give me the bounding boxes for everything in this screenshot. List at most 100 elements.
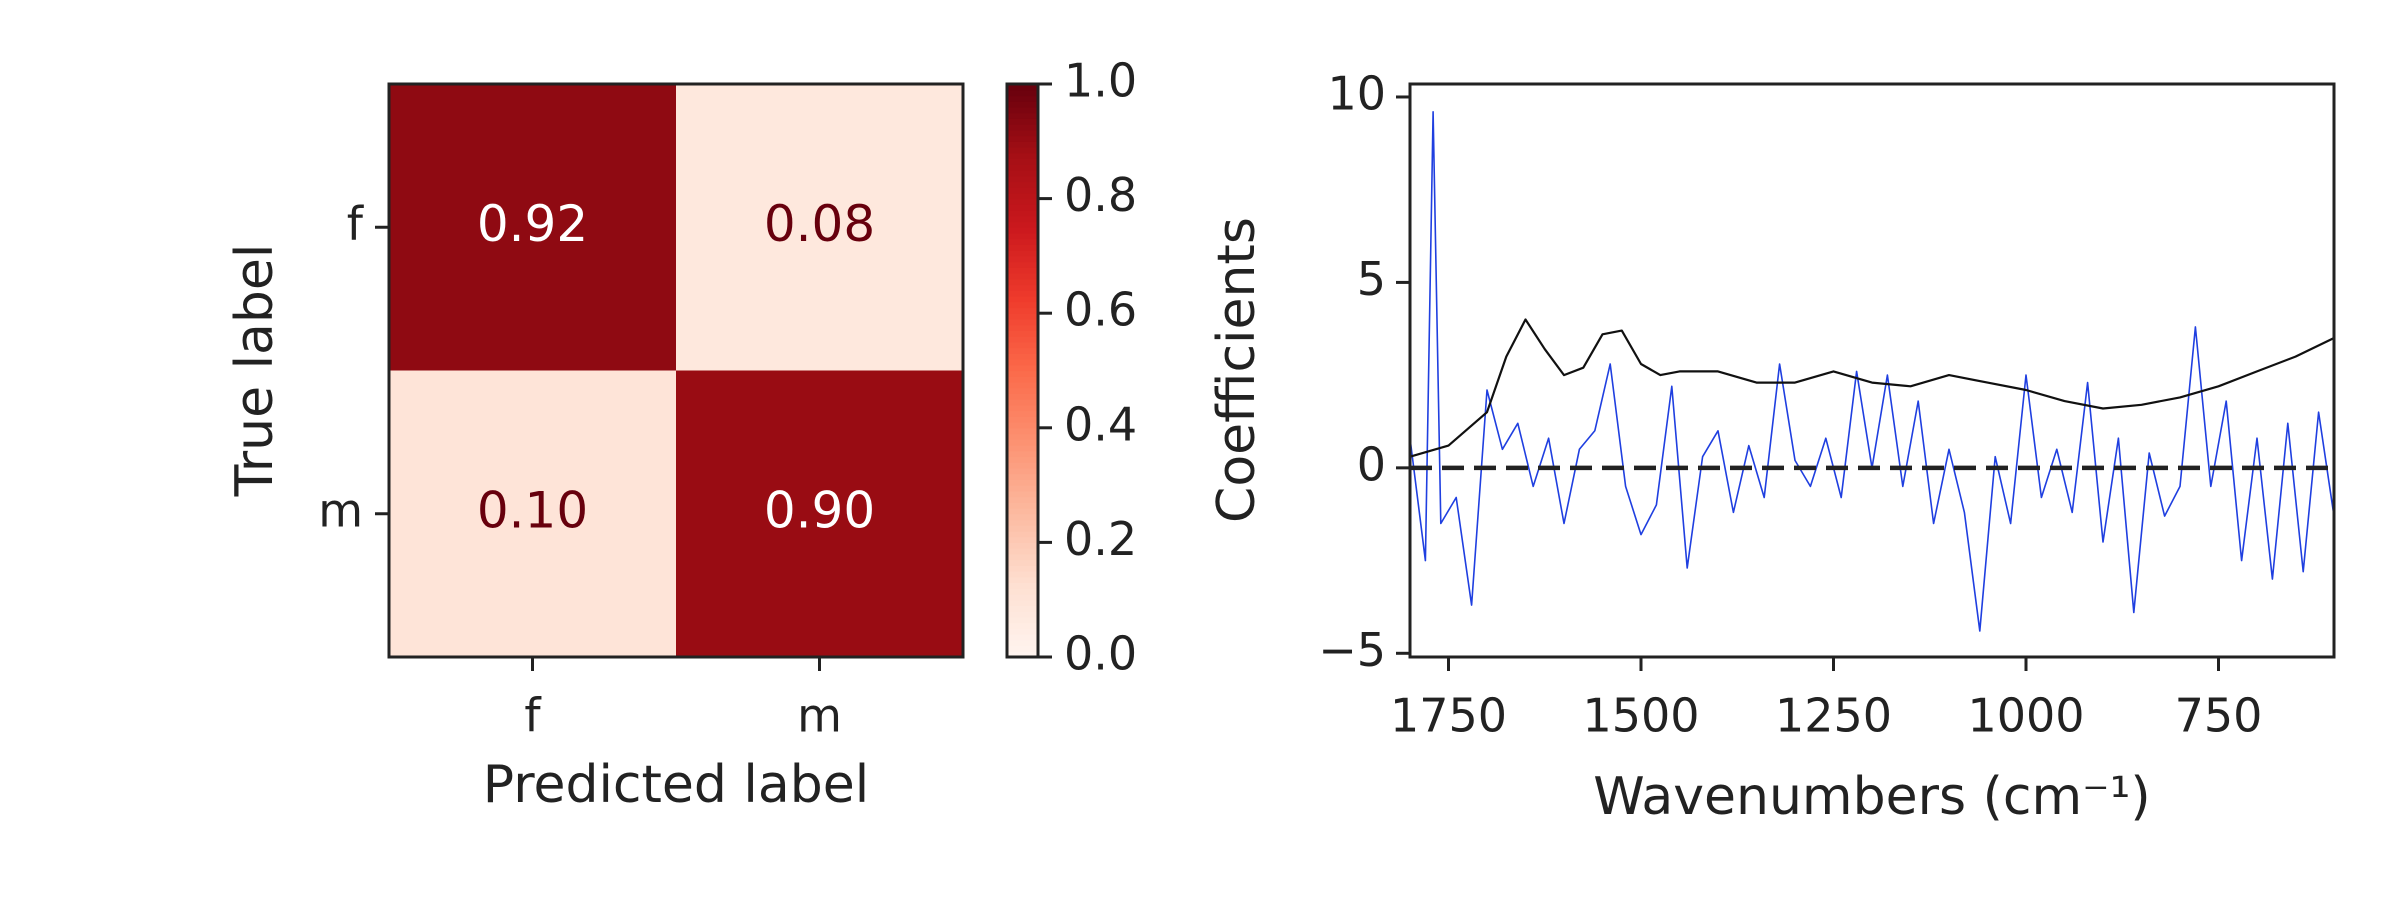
colorbar-step — [1007, 422, 1038, 429]
colorbar-step — [1007, 404, 1038, 412]
x-tick-label: m — [797, 689, 842, 743]
colorbar-step — [1007, 553, 1038, 561]
colorbar-step — [1007, 416, 1038, 423]
x-axis-label: Wavenumbers (cm⁻¹) — [1593, 767, 2150, 827]
colorbar-step — [1007, 204, 1038, 211]
x-axis-label: Predicted label — [483, 755, 869, 815]
colorbar-step — [1007, 135, 1038, 142]
colorbar-step — [1007, 639, 1038, 647]
colorbar-step — [1007, 158, 1038, 165]
colorbar-step — [1007, 181, 1038, 188]
colorbar-step — [1007, 307, 1038, 314]
colorbar-step — [1007, 341, 1038, 349]
colorbar-tick-label: 0.8 — [1064, 168, 1137, 222]
colorbar-step — [1007, 318, 1038, 326]
colorbar-step — [1007, 84, 1038, 91]
colorbar-step — [1007, 485, 1038, 492]
colorbar-step — [1007, 336, 1038, 343]
heatmap-cell — [389, 370, 676, 657]
colorbar-step — [1007, 261, 1038, 268]
colorbar-step — [1007, 536, 1038, 543]
colorbar-step — [1007, 444, 1038, 452]
colorbar-step — [1007, 250, 1038, 257]
colorbar-step — [1007, 651, 1038, 658]
colorbar-step — [1007, 525, 1038, 532]
colorbar-step — [1007, 278, 1038, 286]
colorbar-step — [1007, 490, 1038, 498]
colorbar-step — [1007, 238, 1038, 246]
colorbar-step — [1007, 634, 1038, 641]
colorbar-step — [1007, 387, 1038, 395]
colorbar-step — [1007, 565, 1038, 572]
colorbar-step — [1007, 376, 1038, 383]
colorbar-step — [1007, 313, 1038, 320]
x-tick-label: f — [524, 689, 542, 743]
colorbar-step — [1007, 267, 1038, 274]
colorbar-step — [1007, 255, 1038, 263]
colorbar-tick-label: 1.0 — [1064, 54, 1137, 108]
x-tick-label: 1250 — [1775, 689, 1892, 743]
colorbar-step — [1007, 479, 1038, 486]
colorbar-step — [1007, 301, 1038, 309]
x-tick-label: 750 — [2175, 689, 2263, 743]
colorbar-step — [1007, 628, 1038, 635]
colorbar-step — [1007, 359, 1038, 366]
colorbar-step — [1007, 513, 1038, 521]
cell-label: 0.10 — [477, 481, 588, 539]
colorbar-step — [1007, 232, 1038, 240]
colorbar-step — [1007, 399, 1038, 406]
y-axis-label: True label — [225, 244, 285, 498]
colorbar-step — [1007, 433, 1038, 440]
colorbar-step — [1007, 645, 1038, 652]
colorbar-step — [1007, 462, 1038, 469]
colorbar-step — [1007, 576, 1038, 584]
colorbar-step — [1007, 89, 1038, 97]
colorbar-tick-label: 0.6 — [1064, 283, 1137, 337]
colorbar-step — [1007, 571, 1038, 578]
colorbar-step — [1007, 381, 1038, 389]
colorbar-tick-label: 0.2 — [1064, 512, 1137, 566]
colorbar-step — [1007, 164, 1038, 171]
colorbar-step — [1007, 124, 1038, 131]
colorbar-step — [1007, 175, 1038, 183]
colorbar-step — [1007, 599, 1038, 607]
heatmap-cell — [676, 370, 963, 657]
colorbar-step — [1007, 611, 1038, 618]
colorbar-step — [1007, 330, 1038, 337]
colorbar-step — [1007, 508, 1038, 515]
colorbar-frame — [1005, 82, 1040, 659]
colorbar-step — [1007, 324, 1038, 331]
series-line — [1409, 111, 2335, 632]
colorbar-step — [1007, 559, 1038, 566]
colorbar-step — [1007, 210, 1038, 217]
colorbar-step — [1007, 542, 1038, 549]
colorbar-step — [1007, 467, 1038, 475]
y-axis-label: Coefficients — [1207, 217, 1267, 523]
colorbar-step — [1007, 502, 1038, 509]
colorbar-step — [1007, 227, 1038, 234]
colorbar-step — [1007, 129, 1038, 137]
colorbar-step — [1007, 101, 1038, 108]
heatmap-cell — [389, 84, 676, 371]
colorbar-step — [1007, 530, 1038, 538]
colorbar-step — [1007, 187, 1038, 194]
colorbar-step — [1007, 152, 1038, 160]
heatmap-cell — [676, 84, 963, 371]
y-tick-label: −5 — [1318, 623, 1386, 677]
colorbar-step — [1007, 456, 1038, 463]
colorbar-step — [1007, 427, 1038, 435]
colorbar-step — [1007, 593, 1038, 601]
colorbar-step — [1007, 582, 1038, 589]
colorbar-step — [1007, 198, 1038, 205]
colorbar-step — [1007, 215, 1038, 223]
colorbar-step — [1007, 347, 1038, 354]
colorbar-step — [1007, 284, 1038, 291]
colorbar-step — [1007, 496, 1038, 503]
colorbar-step — [1007, 548, 1038, 555]
plot-frame — [387, 82, 965, 659]
colorbar-step — [1007, 519, 1038, 526]
colorbar-step — [1007, 616, 1038, 624]
cell-label: 0.90 — [764, 481, 875, 539]
colorbar-step — [1007, 273, 1038, 280]
colorbar-step — [1007, 112, 1038, 119]
